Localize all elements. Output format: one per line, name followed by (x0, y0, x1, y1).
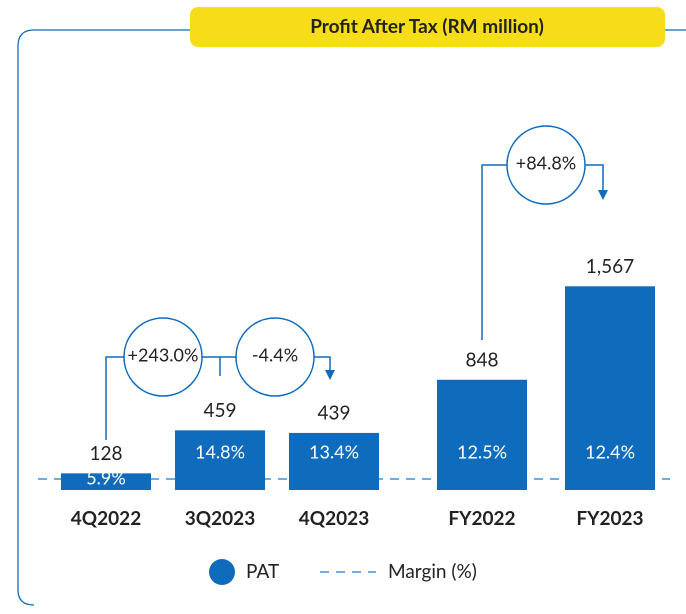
legend-swatch (209, 559, 235, 585)
bar (289, 432, 379, 490)
annotation-circle (123, 317, 203, 397)
annotation-circle (506, 125, 586, 205)
annotation: +243.0% (128, 344, 199, 366)
annotation: -4.4% (252, 344, 298, 366)
bar (175, 430, 265, 490)
legend-label: Margin (%) (388, 560, 477, 583)
value-label: 848 (465, 349, 498, 372)
margin-label: 12.5% (457, 441, 507, 463)
bar (437, 379, 527, 490)
bar (61, 473, 151, 490)
value-label: 439 (317, 402, 350, 425)
x-tick-label: FY2023 (576, 507, 643, 530)
frame (17, 29, 190, 606)
annotation-circle (235, 317, 315, 397)
title-box (190, 7, 665, 47)
bar (565, 286, 655, 490)
arrow-head (325, 370, 335, 380)
value-label: 459 (203, 399, 236, 422)
x-tick-label: 4Q2022 (71, 507, 141, 530)
chart-title: Profit After Tax (RM million) (310, 15, 544, 38)
margin-label: 5.9% (86, 467, 126, 489)
margin-label: 13.4% (309, 441, 359, 463)
margin-label: 14.8% (195, 441, 245, 463)
annotation: +84.8% (516, 152, 576, 174)
x-tick-label: FY2022 (448, 507, 515, 530)
legend-label: PAT (246, 560, 279, 583)
x-tick-label: 3Q2023 (185, 507, 255, 530)
value-label: 1,567 (586, 255, 634, 278)
x-tick-label: 4Q2023 (299, 507, 369, 530)
margin-label: 12.4% (585, 441, 635, 463)
value-label: 128 (89, 442, 122, 465)
arrow-head (598, 190, 608, 200)
